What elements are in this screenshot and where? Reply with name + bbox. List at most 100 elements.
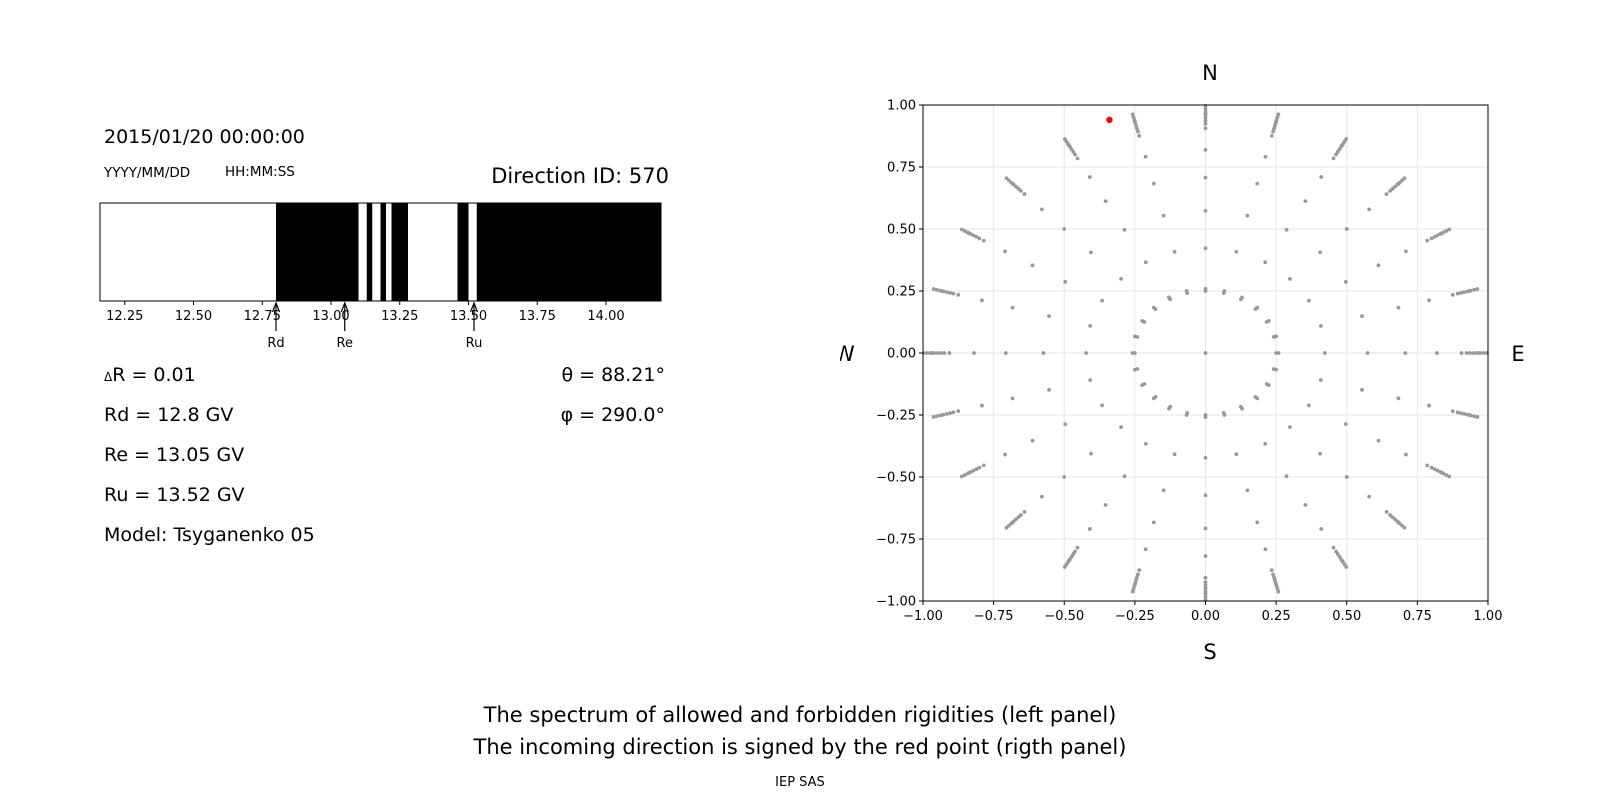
- direction-point: [1130, 112, 1135, 117]
- direction-point: [1447, 474, 1452, 479]
- direction-point: [1132, 583, 1137, 588]
- direction-point: [1432, 235, 1437, 239]
- direction-point: [1263, 154, 1268, 159]
- direction-point: [1360, 387, 1364, 392]
- phi-label: φ = 290.0°: [560, 404, 665, 426]
- direction-point: [1018, 189, 1023, 193]
- direction-point: [972, 351, 976, 355]
- spectrum-x-tick-label: 14.00: [587, 309, 624, 324]
- direction-point: [1039, 494, 1044, 499]
- direction-point: [1263, 441, 1268, 446]
- direction-point: [1444, 229, 1449, 233]
- direction-point: [1203, 175, 1208, 180]
- direction-point: [1184, 289, 1189, 293]
- direction-point: [980, 298, 984, 303]
- direction-point: [1245, 488, 1250, 493]
- direction-point: [1450, 409, 1455, 414]
- south-label: S: [1203, 640, 1216, 664]
- direction-point: [1475, 287, 1480, 291]
- direction-point: [1274, 583, 1279, 588]
- forbidden-band: [380, 203, 386, 301]
- direction-point: [1288, 276, 1292, 281]
- direction-point: [1468, 288, 1473, 293]
- direction-point: [1273, 121, 1278, 125]
- direction-point: [1318, 378, 1323, 383]
- direction-point: [1132, 118, 1137, 123]
- direction-point: [1063, 279, 1068, 284]
- direction-point: [1464, 351, 1469, 355]
- direction-point: [968, 232, 973, 236]
- direction-point: [1203, 586, 1208, 591]
- direction-point: [1266, 319, 1271, 323]
- re-label: Re = 13.05 GV: [104, 444, 245, 466]
- direction-point: [1435, 233, 1440, 238]
- direction-point: [1288, 425, 1292, 430]
- direction-point: [1360, 314, 1364, 319]
- x-tick-label: −0.50: [1044, 609, 1084, 624]
- forbidden-bands: [276, 203, 661, 301]
- direction-point: [1161, 488, 1166, 493]
- direction-point: [1134, 578, 1139, 583]
- direction-point: [1203, 554, 1208, 559]
- direction-point: [1275, 115, 1280, 120]
- west-label: W: [840, 342, 855, 366]
- model-label: Model: Tsyganenko 05: [104, 524, 315, 546]
- y-tick-label: 0.25: [887, 285, 916, 300]
- direction-point: [941, 412, 946, 417]
- direction-point: [1240, 295, 1244, 300]
- y-tick-label: −0.75: [876, 533, 916, 548]
- direction-point: [1404, 452, 1408, 457]
- direction-point: [1203, 493, 1208, 498]
- direction-point: [1255, 396, 1260, 401]
- direction-point: [1122, 474, 1127, 479]
- direction-point: [1184, 413, 1189, 417]
- direction-point: [1130, 589, 1135, 594]
- x-tick-label: −0.75: [974, 609, 1014, 624]
- direction-point: [1404, 249, 1408, 254]
- direction-point: [962, 473, 967, 477]
- direction-point: [1376, 263, 1381, 268]
- direction-point: [1143, 547, 1148, 552]
- direction-point: [1062, 227, 1067, 231]
- time-format-label: HH:MM:SS: [225, 164, 295, 180]
- direction-point: [971, 468, 976, 473]
- spectrum-frame: [99, 202, 662, 302]
- direction-point: [1468, 413, 1473, 418]
- direction-point: [1135, 126, 1139, 131]
- direction-point: [1039, 207, 1044, 212]
- spectrum-x-tick-label: 12.50: [175, 309, 212, 324]
- direction-point: [1459, 351, 1464, 355]
- direction-point: [1131, 115, 1136, 120]
- direction-point: [1475, 415, 1480, 419]
- direction-point: [1455, 410, 1460, 415]
- direction-point: [1234, 452, 1239, 457]
- direction-point: [1331, 156, 1336, 161]
- direction-point: [1103, 502, 1108, 507]
- spectrum-x-tick-label: 12.25: [106, 309, 143, 324]
- direction-point: [942, 351, 947, 355]
- direction-point: [977, 465, 982, 470]
- direction-point: [1088, 378, 1093, 383]
- direction-point: [1100, 298, 1105, 303]
- direction-point: [1172, 452, 1177, 457]
- direction-point: [1203, 126, 1208, 131]
- direction-point: [938, 413, 943, 418]
- direction-point: [1306, 403, 1311, 408]
- direction-point: [1459, 411, 1463, 415]
- marker-arrowhead: [271, 301, 281, 313]
- direction-point: [1143, 260, 1148, 265]
- x-tick-label: −0.25: [1115, 609, 1155, 624]
- direction-point: [1266, 383, 1271, 387]
- direction-point: [959, 474, 964, 479]
- direction-point: [1367, 207, 1372, 212]
- direction-point: [1450, 292, 1455, 297]
- theta-label: θ = 88.21°: [561, 364, 665, 386]
- direction-point: [1075, 545, 1080, 550]
- highlight-point-layer: [1106, 116, 1113, 124]
- direction-point: [1203, 107, 1208, 111]
- direction-point: [1203, 455, 1208, 460]
- direction-point: [1472, 414, 1476, 419]
- direction-point: [1344, 227, 1349, 231]
- direction-point: [1161, 213, 1166, 218]
- x-tick-label: 0.50: [1332, 609, 1361, 624]
